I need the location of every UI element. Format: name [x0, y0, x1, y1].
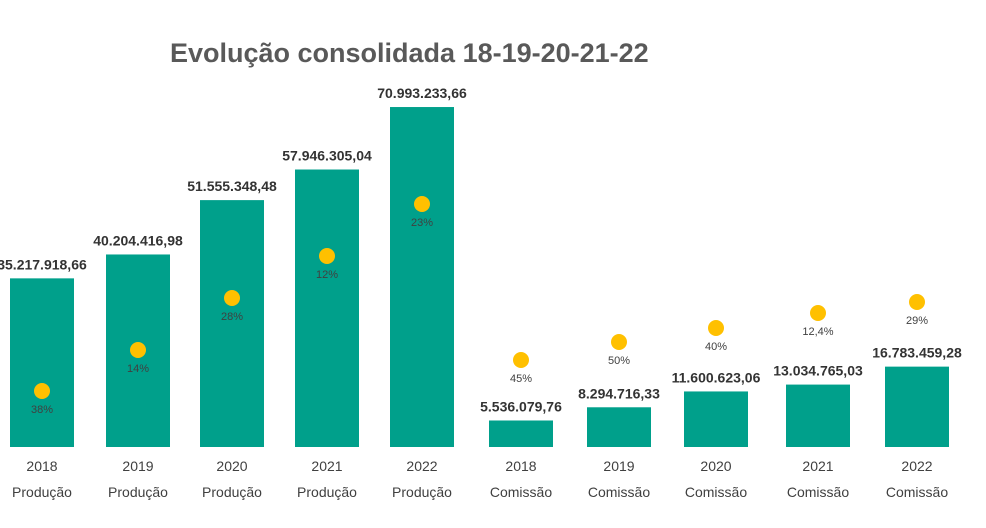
bar-3 [295, 169, 359, 447]
category-year-label-0: 2018 [26, 458, 57, 474]
percent-label-7: 40% [705, 341, 727, 353]
category-group-label-2: Produção [202, 484, 262, 500]
percent-label-6: 50% [608, 355, 630, 367]
percent-label-5: 45% [510, 373, 532, 385]
percent-marker-2 [224, 290, 240, 306]
category-group-label-3: Produção [297, 484, 357, 500]
percent-label-0: 38% [31, 404, 53, 416]
chart-title: Evolução consolidada 18-19-20-21-22 [170, 38, 649, 68]
percent-marker-1 [130, 342, 146, 358]
category-year-label-1: 2019 [122, 458, 153, 474]
percent-marker-6 [611, 334, 627, 350]
bar-7 [684, 391, 748, 447]
category-year-label-5: 2018 [505, 458, 536, 474]
category-year-label-2: 2020 [216, 458, 247, 474]
category-year-label-4: 2022 [406, 458, 437, 474]
value-label-3: 57.946.305,04 [282, 148, 372, 164]
percent-label-3: 12% [316, 269, 338, 281]
value-label-1: 40.204.416,98 [93, 232, 183, 248]
percent-marker-0 [34, 383, 50, 399]
bar-8 [786, 384, 850, 447]
category-year-label-7: 2020 [700, 458, 731, 474]
percent-label-8: 12,4% [802, 326, 833, 338]
bar-6 [587, 407, 651, 447]
category-year-label-8: 2021 [802, 458, 833, 474]
category-group-label-9: Comissão [886, 484, 948, 500]
bar-0 [10, 278, 74, 447]
percent-label-9: 29% [906, 315, 928, 327]
value-label-8: 13.034.765,03 [773, 363, 863, 379]
bar-9 [885, 366, 949, 447]
bar-4 [390, 107, 454, 447]
percent-marker-3 [319, 248, 335, 264]
percent-marker-7 [708, 320, 724, 336]
value-label-2: 51.555.348,48 [187, 178, 277, 194]
value-label-4: 70.993.233,66 [377, 85, 467, 101]
category-group-label-0: Produção [12, 484, 72, 500]
category-year-label-6: 2019 [603, 458, 634, 474]
category-group-label-1: Produção [108, 484, 168, 500]
percent-marker-5 [513, 352, 529, 368]
category-year-label-3: 2021 [311, 458, 342, 474]
value-label-0: 35.217.918,66 [0, 256, 87, 272]
category-group-label-4: Produção [392, 484, 452, 500]
bar-5 [489, 420, 553, 447]
category-group-label-8: Comissão [787, 484, 849, 500]
value-label-9: 16.783.459,28 [872, 345, 962, 361]
category-group-label-7: Comissão [685, 484, 747, 500]
percent-marker-8 [810, 305, 826, 321]
value-label-5: 5.536.079,76 [480, 398, 562, 414]
percent-marker-4 [414, 196, 430, 212]
category-group-label-5: Comissão [490, 484, 552, 500]
category-group-label-6: Comissão [588, 484, 650, 500]
percent-label-1: 14% [127, 363, 149, 375]
category-year-label-9: 2022 [901, 458, 932, 474]
percent-label-2: 28% [221, 311, 243, 323]
percent-marker-9 [909, 294, 925, 310]
bar-2 [200, 200, 264, 447]
percent-label-4: 23% [411, 217, 433, 229]
value-label-6: 8.294.716,33 [578, 385, 660, 401]
value-label-7: 11.600.623,06 [672, 369, 761, 385]
